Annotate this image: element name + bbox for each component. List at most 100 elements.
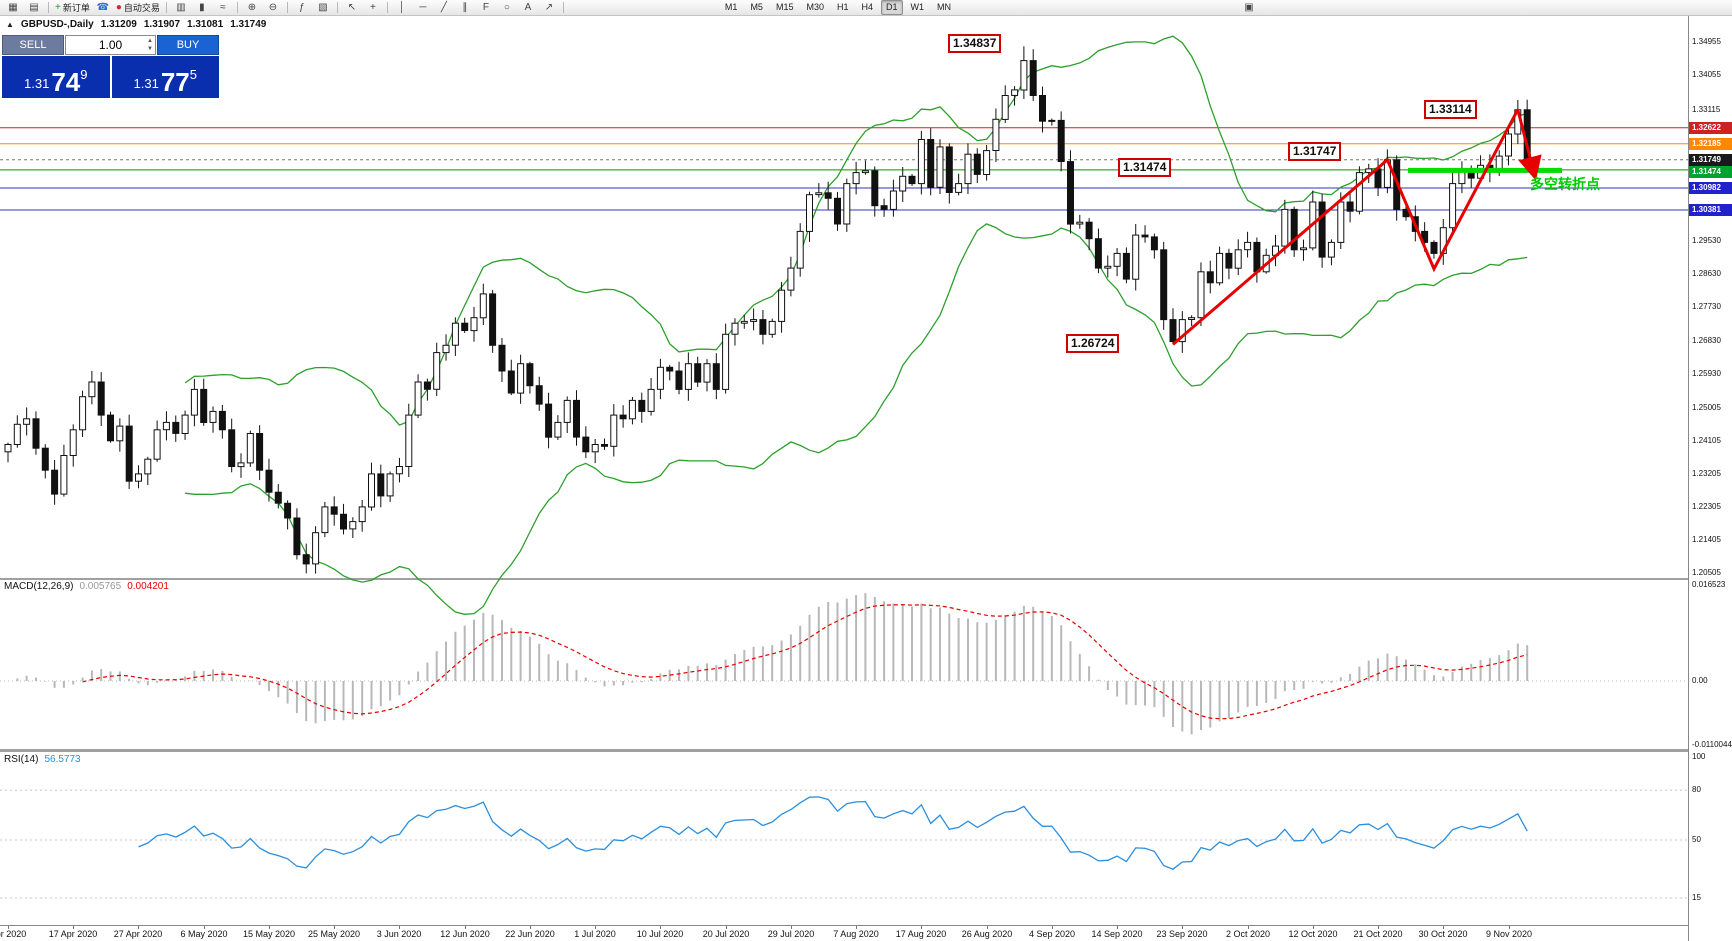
auto-trading-button[interactable]: ● 自动交易 — [114, 1, 162, 15]
trendline-icon[interactable]: ╱ — [434, 1, 454, 15]
price-tick: 1.34955 — [1692, 37, 1721, 46]
new-order-button[interactable]: + 新订单 — [53, 1, 92, 15]
price-callout[interactable]: 1.34837 — [948, 34, 1002, 53]
date-tick — [334, 926, 335, 929]
indicators-icon: ƒ — [299, 2, 305, 13]
sell-button[interactable]: SELL — [2, 35, 64, 55]
fibonacci-icon: F — [482, 2, 489, 13]
crosshair-icon[interactable]: + — [363, 1, 383, 15]
price-chart[interactable] — [0, 16, 1732, 941]
date-tick — [791, 926, 792, 929]
trendline-icon: ╱ — [440, 2, 447, 13]
cursor-icon[interactable]: ↖ — [342, 1, 362, 15]
arrow-tool-icon: ↗ — [544, 2, 554, 13]
timeframe-w1-button[interactable]: W1 — [910, 2, 925, 12]
new-window-icon[interactable]: ▣ — [1239, 1, 1259, 15]
rsi-value: 56.5773 — [44, 754, 81, 765]
crosshair-icon: + — [370, 2, 376, 13]
candlestick-chart-icon: ▮ — [199, 2, 205, 13]
horizontal-line-icon[interactable]: ─ — [413, 1, 433, 15]
buy-price-box[interactable]: 1.31 77 5 — [111, 56, 219, 98]
toolbar-separator — [48, 2, 49, 13]
volume-input[interactable]: 1.00 ▲ ▼ — [65, 35, 156, 55]
price-tag: 1.30381 — [1689, 204, 1732, 216]
timeframe-m1-button[interactable]: M1 — [724, 2, 738, 12]
zoom-out-icon[interactable]: ⊖ — [263, 1, 283, 15]
price-tick: 1.33115 — [1692, 105, 1721, 114]
date-tick — [1378, 926, 1379, 929]
trend-turning-point-note[interactable]: 多空转折点 — [1530, 176, 1600, 192]
rsi-indicator-label: RSI(14) 56.5773 — [4, 754, 81, 765]
volume-increase-icon[interactable]: ▲ — [147, 38, 153, 44]
templates-icon: ▧ — [318, 2, 328, 13]
price-tick: 1.24105 — [1692, 436, 1721, 445]
text-label-icon[interactable]: A — [518, 1, 538, 15]
zoom-in-icon[interactable]: ⊕ — [242, 1, 262, 15]
date-label: 12 Jun 2020 — [440, 929, 490, 939]
timeframe-h1-button[interactable]: H1 — [836, 2, 849, 12]
date-label: 1 Jul 2020 — [574, 929, 616, 939]
vertical-line-icon[interactable]: │ — [392, 1, 412, 15]
cursor-icon: ↖ — [347, 2, 357, 13]
date-tick — [465, 926, 466, 929]
shapes-icon: ○ — [503, 2, 510, 13]
price-tick: 1.25930 — [1692, 369, 1721, 378]
price-callout[interactable]: 1.26724 — [1066, 334, 1120, 353]
date-label: 21 Oct 2020 — [1353, 929, 1403, 939]
timeframe-mn-button[interactable]: MN — [937, 2, 952, 12]
chart-area[interactable]: ▲ GBPUSD-,Daily 1.31209 1.31907 1.31081 … — [0, 16, 1732, 941]
price-tag: 1.31749 — [1689, 154, 1732, 166]
rsi-axis-value: 15 — [1692, 893, 1701, 902]
date-axis[interactable]: Apr 2020 17 Apr 2020 27 Apr 2020 6 May 2020… — [0, 925, 1688, 941]
price-tag: 1.32622 — [1689, 122, 1732, 134]
date-label: 20 Jul 2020 — [702, 929, 750, 939]
price-axis[interactable]: 1.34955 1.34055 1.33115 1.29530 1.28630 1.277… — [1688, 16, 1732, 941]
timeframe-m30-button[interactable]: M30 — [806, 2, 824, 12]
date-tick — [921, 926, 922, 929]
mobile-phone-icon[interactable]: ☎ — [93, 1, 113, 15]
sell-price-pips: 74 — [51, 67, 81, 97]
fibonacci-icon[interactable]: F — [476, 1, 496, 15]
price-tick: 1.28630 — [1692, 269, 1721, 278]
price-tag: 1.32185 — [1689, 138, 1732, 150]
templates-icon[interactable]: ▧ — [313, 1, 333, 15]
arrow-tool-icon[interactable]: ↗ — [539, 1, 559, 15]
date-tick — [530, 926, 531, 929]
candlestick-chart-icon[interactable]: ▮ — [192, 1, 212, 15]
price-callout[interactable]: 1.33114 — [1424, 100, 1477, 119]
shapes-icon[interactable]: ○ — [497, 1, 517, 15]
date-label: 17 Aug 2020 — [895, 929, 947, 939]
timeframe-m15-button[interactable]: M15 — [775, 2, 794, 12]
price-tick: 1.23205 — [1692, 469, 1721, 478]
collapse-panel-icon[interactable]: ▲ — [6, 20, 14, 29]
open-value: 1.31209 — [100, 19, 137, 30]
timeframe-m5-button[interactable]: M5 — [750, 2, 763, 12]
date-label: 29 Jul 2020 — [767, 929, 815, 939]
sell-price-box[interactable]: 1.31 74 9 — [2, 56, 110, 98]
macd-axis-value: -0.0110044 — [1692, 740, 1732, 749]
channel-icon[interactable]: ∥ — [455, 1, 475, 15]
timeframe-d1-button[interactable]: D1 — [881, 0, 903, 15]
date-label: 10 Jul 2020 — [636, 929, 684, 939]
charts-grid-icon[interactable]: ▦ — [3, 1, 23, 15]
rsi-axis-value: 50 — [1692, 835, 1701, 844]
chart-profiles-icon: ▤ — [29, 2, 39, 13]
date-label: 6 May 2020 — [180, 929, 228, 939]
price-callout[interactable]: 1.31747 — [1288, 142, 1342, 161]
bar-chart-icon[interactable]: ▥ — [171, 1, 191, 15]
vertical-line-icon: │ — [398, 2, 406, 13]
date-tick — [1509, 926, 1510, 929]
date-label: 25 May 2020 — [307, 929, 361, 939]
line-chart-icon[interactable]: ≈ — [213, 1, 233, 15]
toolbar-separator — [165, 2, 167, 13]
volume-decrease-icon[interactable]: ▼ — [147, 46, 153, 52]
buy-button[interactable]: BUY — [157, 35, 219, 55]
toolbar-separator — [386, 2, 388, 13]
chart-profiles-icon[interactable]: ▤ — [24, 1, 44, 15]
indicators-icon[interactable]: ƒ — [292, 1, 312, 15]
timeframe-h4-button[interactable]: H4 — [861, 2, 874, 12]
macd-name: MACD(12,26,9) — [4, 581, 74, 592]
high-value: 1.31907 — [143, 19, 181, 30]
zoom-in-icon: ⊕ — [247, 2, 257, 13]
price-callout[interactable]: 1.31474 — [1118, 158, 1172, 177]
